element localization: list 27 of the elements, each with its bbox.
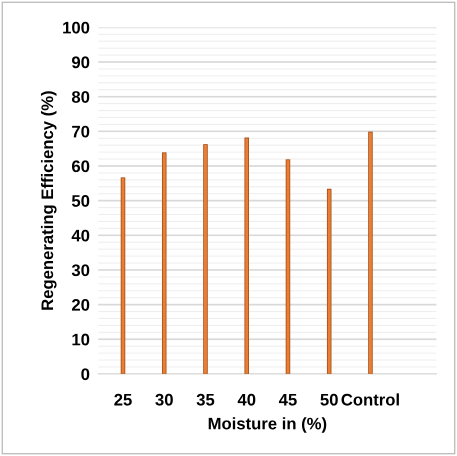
- x-tick-label: 40: [238, 394, 256, 406]
- y-tick-label: 30: [72, 264, 90, 276]
- y-tick-label: 50: [72, 195, 90, 207]
- y-tick-label: 10: [72, 334, 90, 346]
- x-tick-label: 50: [320, 394, 338, 406]
- bar: [120, 177, 126, 374]
- x-tick-label: Control: [342, 393, 399, 406]
- x-tick-label: 25: [114, 394, 132, 406]
- bar: [244, 137, 249, 374]
- x-tick-label: 35: [196, 394, 214, 406]
- x-tick-label: 45: [278, 394, 297, 406]
- y-axis-title: Regenerating Efficiency (%): [40, 91, 57, 310]
- bar: [203, 144, 208, 374]
- y-tick-label: 80: [72, 91, 90, 103]
- y-tick-label: 40: [72, 230, 90, 242]
- bar: [286, 159, 290, 374]
- y-tick-label: 90: [72, 56, 90, 68]
- x-tick-label: 30: [155, 394, 173, 406]
- bar: [162, 152, 167, 374]
- bar: [368, 132, 373, 374]
- y-tick-label: 70: [72, 126, 90, 138]
- y-tick-label: 20: [72, 299, 90, 311]
- y-tick-label: 0: [81, 368, 90, 380]
- y-tick-label: 100: [63, 22, 90, 34]
- y-tick-label: 60: [72, 160, 90, 172]
- bar: [326, 188, 332, 374]
- x-axis-title: Moisture in (%): [208, 417, 326, 433]
